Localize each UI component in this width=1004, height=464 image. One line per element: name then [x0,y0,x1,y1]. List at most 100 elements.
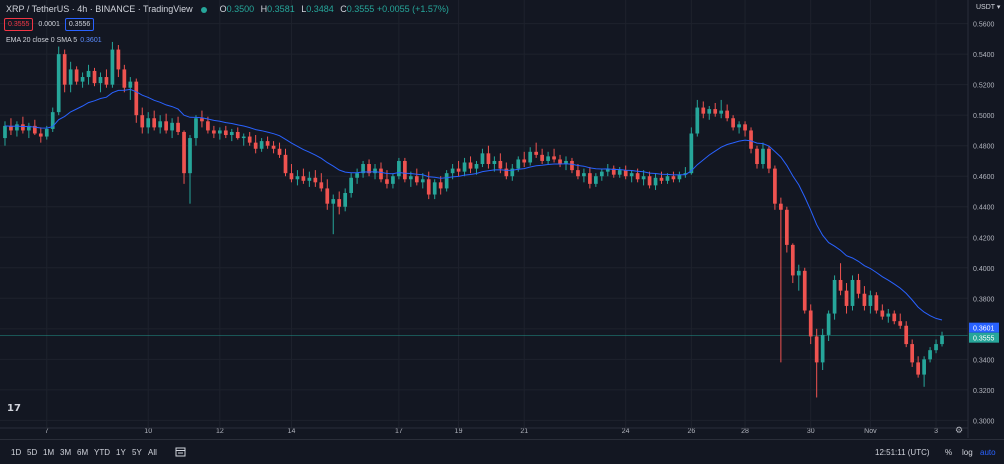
settings-gear-icon[interactable]: ⚙ [955,425,963,435]
currency-dropdown[interactable]: USDT ▾ [976,3,1000,11]
candle [80,72,85,88]
candle [170,118,174,139]
candle-body [170,122,174,131]
candle [277,142,282,158]
candle [510,164,515,181]
candle-body [683,173,688,175]
candle-body [886,313,891,317]
candle [671,171,676,183]
candle-body [761,148,765,165]
percent-scale-toggle[interactable]: % [945,448,953,457]
candle [588,167,592,189]
timeframe-5y[interactable]: 5Y [132,448,142,457]
candle [534,142,539,158]
candle-body [844,290,849,306]
candle-body [701,107,706,114]
candle [856,273,861,299]
time-axis[interactable]: 710121417192124262830Nov35791114⚙ [0,425,1004,435]
candle-body [444,173,449,189]
candle [355,168,359,184]
candle-body [295,176,300,180]
open-label: O [219,4,227,14]
candle [629,170,634,183]
candle [247,131,252,146]
ema-price-badge [969,322,999,333]
last-price-badge [969,332,999,343]
candle-body [27,125,31,131]
timeframe-all[interactable]: All [148,448,157,457]
candle [707,106,712,120]
calendar-range-icon[interactable] [175,446,186,457]
candle [689,127,694,175]
candle-body [355,173,359,178]
candle-body [671,176,676,180]
auto-scale-toggle[interactable]: auto [980,448,996,457]
low-label: L [301,4,307,14]
candle [934,339,938,354]
candle [343,188,348,212]
candle-body [916,362,920,375]
candle [659,171,664,184]
candle [50,107,55,132]
timeframe-1m[interactable]: 1M [43,448,55,457]
symbol-title[interactable]: XRP / TetherUS · 4h · BINANCE · TradingV… [6,4,193,14]
candle-body [319,182,324,189]
candle-body [767,148,771,169]
candle-body [474,164,479,169]
candle-body [904,325,909,345]
log-scale-toggle[interactable]: log [962,448,973,457]
candle [713,102,718,117]
candle-body [361,164,365,174]
candle [432,179,437,200]
currency-label: USDT [976,4,995,11]
price-axis[interactable]: 0.5600 0.5400 0.5200 0.5000 0.4800 0.4600 0.44… [967,0,995,438]
candle-body [540,154,544,161]
candle-body [98,77,103,84]
timeframe-ytd[interactable]: YTD [94,448,110,457]
candle-body [552,156,556,160]
candle [808,304,813,345]
candle [653,173,658,190]
candle-body [677,174,682,180]
candle-body [492,160,497,165]
price-tick-label: 0.4400 [973,205,995,212]
time-tick-label: 14 [288,428,296,435]
timeframe-3m[interactable]: 3M [60,448,72,457]
candle-body [802,270,807,311]
candle-body [385,179,389,184]
candle [623,165,628,180]
candle [796,264,801,291]
candle [784,206,789,253]
candle-body [731,118,735,128]
candle-body [719,110,724,114]
timeframe-1y[interactable]: 1Y [116,448,126,457]
candle [874,292,879,314]
time-tick-label: 28 [741,428,749,435]
price-chart[interactable]: 0.5600 0.5400 0.5200 0.5000 0.4800 0.4600 0.44… [0,0,1004,438]
candle [140,107,145,134]
timeframe-1d[interactable]: 1D [11,448,22,457]
sell-button[interactable]: 0.3555 [4,18,34,31]
candle-body [86,70,91,78]
candle [27,122,31,139]
candle-body [892,313,897,322]
candle [928,347,932,363]
candle-body [68,69,73,85]
candle [200,110,204,128]
chevron-down-icon: ▾ [996,4,1001,11]
candle [880,304,885,320]
tradingview-logo-icon[interactable]: 𝟭𝟳 [7,403,21,414]
ema-price-badge-label: 0.3601 [973,326,995,333]
time-tick-label: 7 [45,428,49,435]
candle-body [928,350,932,360]
ema-legend[interactable]: EMA 20 close 0 SMA 5 0.3601 [6,37,102,44]
candle-body [397,160,401,177]
timeframe-6m[interactable]: 6M [77,448,89,457]
price-tick-label: 0.5400 [973,52,995,59]
timeframe-5d[interactable]: 5D [27,448,38,457]
time-tick-label: Nov [864,428,877,435]
candle-body [820,334,825,363]
candle [438,176,443,195]
clock-timezone[interactable]: 12:51:11 (UTC) [875,448,930,457]
buy-button[interactable]: 0.3556 [64,18,95,31]
